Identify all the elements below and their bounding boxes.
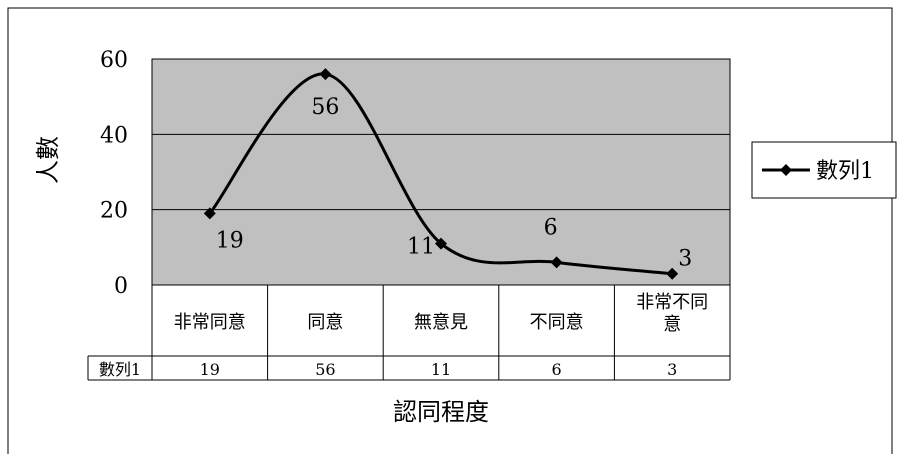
table-value-cell: 6 <box>552 360 562 379</box>
y-tick-label: 40 <box>100 123 128 148</box>
table-value-cell: 56 <box>315 360 335 379</box>
data-point-marker <box>203 207 216 220</box>
series-line <box>208 72 674 276</box>
data-label: 6 <box>544 215 558 240</box>
table-series-header: 數列1 <box>99 360 141 379</box>
series-markers <box>203 68 679 280</box>
y-axis-ticks: 0 20 40 60 <box>100 48 128 299</box>
x-category-label: 不同意 <box>530 312 584 333</box>
data-label: 11 <box>407 235 435 260</box>
data-label: 19 <box>216 228 244 253</box>
data-point-marker <box>435 237 447 250</box>
legend-series-label: 數列1 <box>816 159 874 184</box>
data-point-marker <box>550 256 563 269</box>
y-axis-label: 人數 <box>34 136 62 184</box>
x-category-label: 非常不同意 <box>636 292 708 335</box>
x-axis-label: 認同程度 <box>393 398 489 426</box>
x-category-label: 無意見 <box>414 312 468 333</box>
data-label: 56 <box>311 95 339 120</box>
x-category-label: 非常同意 <box>174 312 246 333</box>
table-value-cell: 3 <box>667 360 677 379</box>
data-point-marker <box>666 267 679 280</box>
gridlines <box>152 58 730 286</box>
legend-diamond-marker-icon <box>780 164 792 176</box>
data-labels: 19 56 11 6 3 <box>216 95 692 272</box>
legend: 數列1 <box>751 141 897 199</box>
y-tick-label: 0 <box>114 274 128 299</box>
y-tick-label: 60 <box>100 48 128 73</box>
data-label: 3 <box>678 247 692 272</box>
data-table: 數列1 非常同意 19 同意 56 無意見 11 不同意 6 非常不同意 3 <box>87 285 731 381</box>
data-point-marker <box>319 68 332 81</box>
table-value-cell: 19 <box>200 360 220 379</box>
x-category-label: 同意 <box>307 312 343 333</box>
table-value-cell: 11 <box>431 360 451 379</box>
y-tick-label: 20 <box>100 199 128 224</box>
